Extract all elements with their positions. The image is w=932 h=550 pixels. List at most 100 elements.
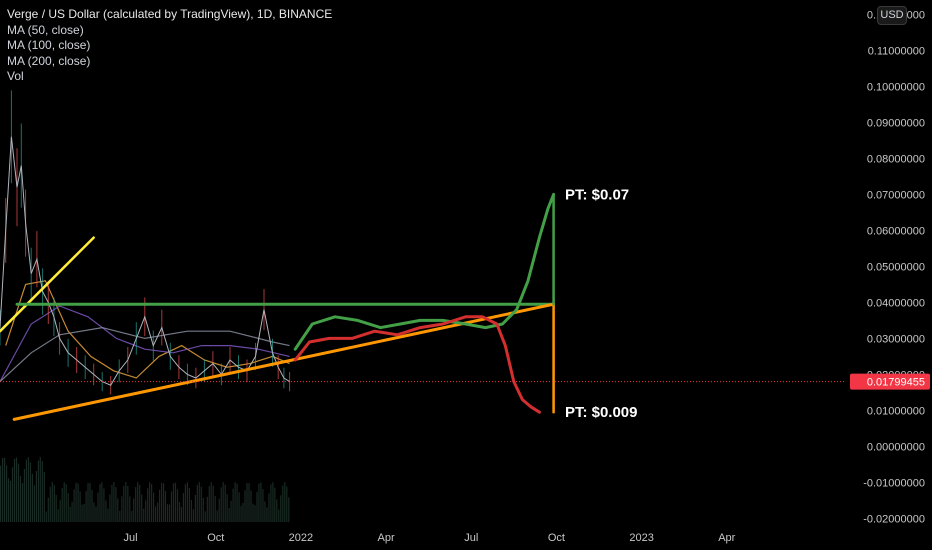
y-tick-label: -0.01000000 xyxy=(863,477,925,489)
volume-bar xyxy=(244,490,246,522)
volume-bar xyxy=(145,500,147,522)
volume-bar xyxy=(176,489,179,522)
volume-bar xyxy=(190,499,192,522)
volume-bar xyxy=(180,506,182,522)
volume-bar xyxy=(202,497,204,522)
volume-bar xyxy=(119,510,121,522)
x-tick-label: Apr xyxy=(718,532,735,544)
volume-bar xyxy=(53,485,55,522)
currency-button[interactable]: USD xyxy=(877,6,907,25)
volume-bar xyxy=(23,469,25,522)
y-tick-label: 0.09000000 xyxy=(867,117,925,129)
legend-volume[interactable]: Vol xyxy=(7,69,24,83)
volume-bar xyxy=(41,461,43,522)
legend-ma-200[interactable]: MA (200, close) xyxy=(7,53,91,68)
volume-bar xyxy=(280,495,282,522)
volume-bar xyxy=(188,488,190,522)
volume-bar xyxy=(264,501,266,522)
volume-bar xyxy=(155,506,157,522)
bear-path[interactable] xyxy=(293,315,541,414)
volume-bar xyxy=(135,487,137,522)
volume-bar xyxy=(147,488,149,522)
volume-bar xyxy=(6,465,8,522)
y-tick-label: 0.10000000 xyxy=(867,81,925,93)
volume-bar xyxy=(258,483,260,522)
volume-bar xyxy=(240,505,242,522)
volume-bar xyxy=(143,508,145,522)
volume-bar xyxy=(212,485,214,522)
volume-bar xyxy=(284,482,286,522)
volume-bar xyxy=(182,493,184,522)
volume-bar xyxy=(99,483,101,522)
legend-title[interactable]: Verge / US Dollar (calculated by Trading… xyxy=(7,7,333,21)
volume-bar xyxy=(166,504,169,522)
volume-bar xyxy=(13,458,16,522)
volume-bar xyxy=(252,503,254,522)
volume-bar xyxy=(121,496,123,522)
legend-ma-100[interactable]: MA (100, close) xyxy=(7,38,91,52)
y-tick-label: 0.11000000 xyxy=(868,45,925,57)
volume-bar xyxy=(133,498,135,522)
volume-bar xyxy=(57,509,59,522)
early-trend-line[interactable] xyxy=(0,236,95,333)
volume-bar xyxy=(69,506,71,522)
volume-bar xyxy=(11,467,14,522)
volume-bar xyxy=(29,462,31,522)
volume-bar xyxy=(97,492,99,522)
price-series xyxy=(0,90,291,395)
volume-bar xyxy=(127,485,129,522)
volume-bar xyxy=(21,483,24,522)
y-tick-label: 0.06000000 xyxy=(867,225,925,237)
volume-bar xyxy=(226,494,228,522)
volume-bar xyxy=(266,507,268,522)
volume-bar xyxy=(276,499,278,522)
volume-bar xyxy=(260,482,262,522)
x-axis[interactable]: Jul Oct 2022 Apr Jul Oct 2023 Apr xyxy=(124,532,736,544)
bull-path[interactable] xyxy=(293,192,556,351)
volume-bar xyxy=(55,494,57,522)
volume-bar xyxy=(220,487,222,522)
volume-bar xyxy=(51,482,53,522)
volume-bar xyxy=(246,482,248,522)
volume-bar xyxy=(151,483,153,522)
y-axis[interactable]: 0.120000000.110000000.100000000.09000000… xyxy=(850,9,930,525)
volume-bar xyxy=(35,470,37,522)
volume-bar xyxy=(81,504,83,522)
x-tick-label: Jul xyxy=(124,532,138,544)
y-tick-label: 0.05000000 xyxy=(867,261,925,273)
legend-ma-50[interactable]: MA (50, close) xyxy=(7,22,84,37)
volume-bar xyxy=(232,488,234,522)
volume-bar xyxy=(7,478,10,522)
volume-bar xyxy=(224,484,226,522)
volume-bar xyxy=(101,482,103,522)
volume-bar xyxy=(248,483,250,522)
volume-bar xyxy=(49,486,51,522)
volume-bar xyxy=(31,473,33,522)
volume-bar xyxy=(47,497,49,522)
volume-bar xyxy=(159,489,161,522)
volume-bar xyxy=(83,504,85,522)
volume-bar xyxy=(200,486,202,522)
volume-bar xyxy=(274,487,276,522)
volume-bar xyxy=(238,492,240,522)
x-tick-label: Oct xyxy=(207,532,224,544)
volume-bar xyxy=(288,497,290,522)
volume-bar xyxy=(184,484,186,522)
volume-bar xyxy=(272,482,274,522)
volume-bar xyxy=(75,482,77,522)
volume-bar xyxy=(95,506,97,522)
volume-bar xyxy=(178,502,181,522)
volume-bar xyxy=(270,484,272,522)
volume-bar xyxy=(161,482,163,522)
y-tick-label: 0.01000000 xyxy=(867,405,925,417)
y-tick-label: 0.07000000 xyxy=(867,189,925,201)
price-target-label-1: PT: $0.009 xyxy=(565,404,638,421)
volume-bar xyxy=(139,484,141,522)
volume-bar xyxy=(25,459,27,522)
volume-bar xyxy=(234,482,236,522)
volume-bar xyxy=(164,491,167,522)
volume-bar xyxy=(79,491,81,522)
y-tick-label: 0.03000000 xyxy=(867,333,925,345)
volume-bar xyxy=(256,491,258,522)
volume-bar xyxy=(186,482,188,522)
